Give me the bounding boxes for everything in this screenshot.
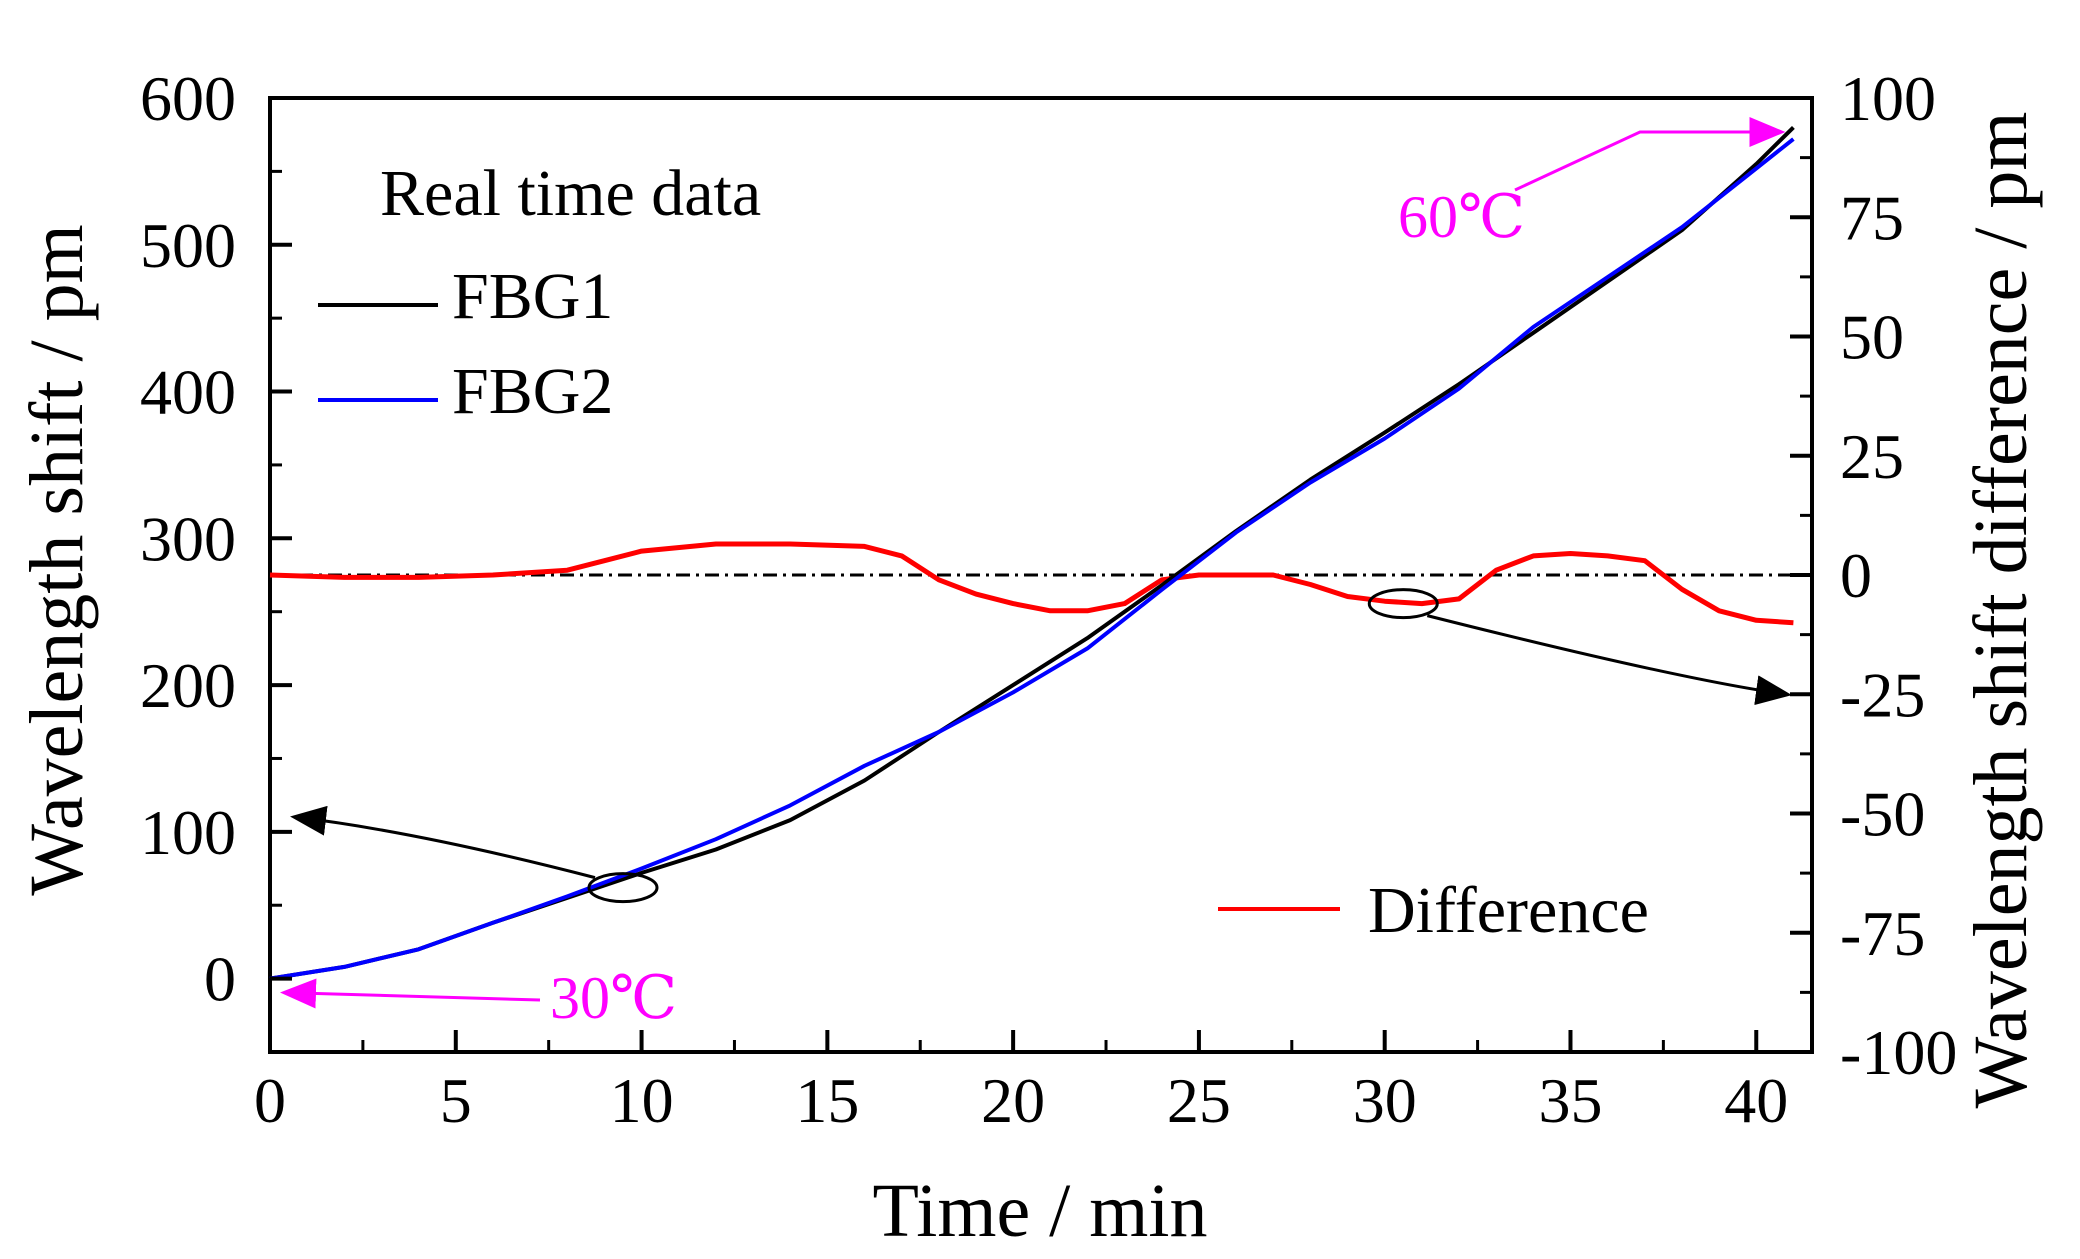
y-axis-label-left: Wavelength shift / pm — [15, 224, 99, 895]
callout-arrow-left — [290, 805, 596, 880]
series-layer — [269, 125, 1795, 981]
legend-label-fbg2: FBG2 — [452, 355, 613, 428]
legend-left: Real time data FBG1 FBG2 — [318, 157, 761, 428]
y-left-tick-label: 100 — [140, 797, 236, 868]
ticks-layer: 0 5 10 15 20 25 30 35 400100200300400500600-100-… — [140, 63, 1957, 1136]
callout-circle-right — [1367, 588, 1439, 620]
legend-right: Difference — [1218, 874, 1649, 947]
y-right-tick-label: 50 — [1840, 302, 1904, 373]
y-right-tick-label: -75 — [1840, 898, 1925, 969]
x-axis-label: Time / min — [872, 1169, 1207, 1253]
y-right-tick-label: -25 — [1840, 659, 1925, 730]
legend-label-difference: Difference — [1368, 874, 1649, 947]
series-line-fbg2 — [269, 137, 1795, 981]
x-tick-label: 10 — [610, 1065, 674, 1136]
legend-label-fbg1: FBG1 — [452, 260, 613, 333]
annotation-end-temperature: 60℃ — [1398, 184, 1525, 250]
y-right-tick-label: -100 — [1840, 1017, 1957, 1088]
x-tick-label: 0 — [254, 1065, 286, 1136]
y-right-tick-label: 0 — [1840, 540, 1872, 611]
x-tick-label: 35 — [1538, 1065, 1602, 1136]
y-left-tick-label: 200 — [140, 650, 236, 721]
y-right-tick-label: 75 — [1840, 182, 1904, 253]
x-tick-label: 20 — [981, 1065, 1045, 1136]
y-right-tick-label: -50 — [1840, 779, 1925, 850]
annotation-arrow-start — [280, 978, 541, 1009]
y-left-tick-label: 0 — [204, 944, 236, 1015]
annotation-layer — [280, 117, 1792, 1009]
x-tick-label: 5 — [440, 1065, 472, 1136]
x-tick-label: 15 — [795, 1065, 859, 1136]
x-tick-label: 30 — [1353, 1065, 1417, 1136]
callout-circle-left — [587, 872, 659, 904]
y-left-tick-label: 300 — [140, 503, 236, 574]
series-line-difference — [269, 541, 1794, 626]
y-left-tick-label: 400 — [140, 357, 236, 428]
y-right-tick-label: 25 — [1840, 421, 1904, 492]
x-tick-label: 40 — [1724, 1065, 1788, 1136]
legend-title: Real time data — [380, 157, 761, 230]
x-tick-label: 25 — [1167, 1065, 1231, 1136]
annotation-arrow-end — [1514, 117, 1786, 192]
y-right-tick-label: 100 — [1840, 63, 1936, 134]
callout-arrow-right — [1426, 614, 1792, 706]
y-axis-label-right: Wavelength shift difference / pm — [1959, 111, 2043, 1108]
annotation-start-temperature: 30℃ — [550, 965, 677, 1031]
y-left-tick-label: 500 — [140, 210, 236, 281]
y-left-tick-label: 600 — [140, 63, 236, 134]
